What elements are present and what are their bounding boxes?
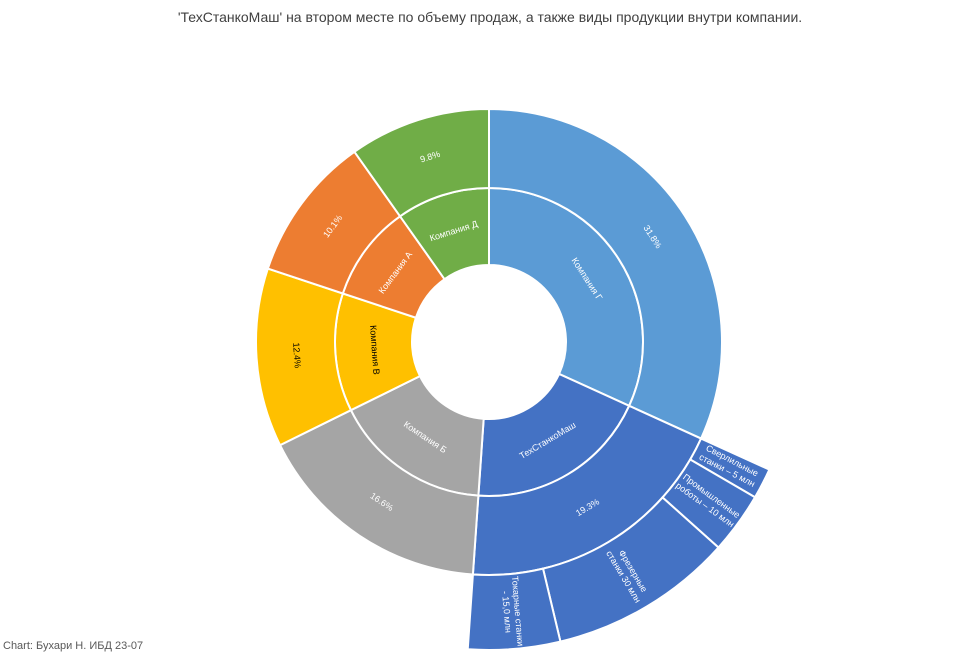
segment-outer-компания-д (353, 107, 490, 218)
value-label-компания-в: 12.4% (291, 342, 303, 368)
segment-outer-компания-г (488, 107, 723, 440)
chart-title: 'ТехСтанкоМаш' на втором месте по объему… (177, 9, 803, 25)
segment-child-техстанкомаш-3 (466, 567, 562, 651)
child-label-техстанкомаш-3: Токарные станки- 15,0 млн (499, 576, 526, 648)
label-компания-в: Компания В (368, 325, 381, 375)
chart-credit: Chart: Бухари Н. ИБД 23-07 (3, 640, 144, 652)
